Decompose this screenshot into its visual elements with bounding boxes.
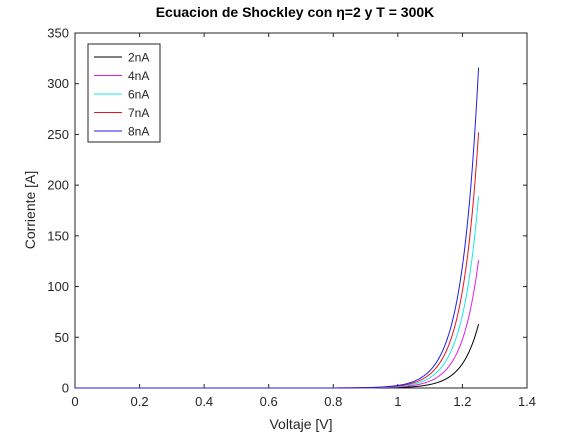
legend-box — [87, 43, 161, 143]
x-tick-label: 1 — [394, 394, 401, 409]
legend-label: 8nA — [128, 125, 149, 139]
y-tick-label: 150 — [47, 228, 69, 243]
series-group — [75, 67, 480, 389]
x-tick-label: 0.6 — [260, 394, 278, 409]
series-line-8nA — [75, 67, 480, 389]
y-tick-label: 100 — [47, 279, 69, 294]
x-tick-label: 1.2 — [453, 394, 471, 409]
legend: 2nA 4nA 6nA 7nA 8nA — [87, 43, 161, 143]
x-axis-label: Voltaje [V] — [269, 416, 332, 432]
y-tick-label: 300 — [47, 76, 69, 91]
y-tick-label: 200 — [47, 178, 69, 193]
x-tick-label: 0.8 — [324, 394, 342, 409]
x-tick-label: 0 — [71, 394, 78, 409]
y-axis-label: Corriente [A] — [22, 171, 38, 250]
legend-label: 2nA — [128, 51, 149, 65]
x-tick-label: 1.4 — [518, 394, 536, 409]
y-tick-label: 50 — [55, 330, 69, 345]
legend-label: 7nA — [128, 106, 149, 120]
y-tick-label: 250 — [47, 127, 69, 142]
x-tick-label: 0.2 — [131, 394, 149, 409]
legend-items: 2nA 4nA 6nA 7nA 8nA — [94, 51, 149, 139]
legend-label: 4nA — [128, 69, 149, 83]
x-tick-label: 0.4 — [195, 394, 213, 409]
legend-label: 6nA — [128, 88, 149, 102]
y-tick-label: 0 — [62, 381, 69, 396]
axes: 0 0.2 0.4 0.6 0.8 1 1.2 1.4 0 50 100 150 200 250 300 35… — [47, 26, 536, 410]
y-tick-label: 350 — [47, 26, 69, 41]
chart-title: Ecuacion de Shockley con η=2 y T = 300K — [156, 4, 435, 20]
